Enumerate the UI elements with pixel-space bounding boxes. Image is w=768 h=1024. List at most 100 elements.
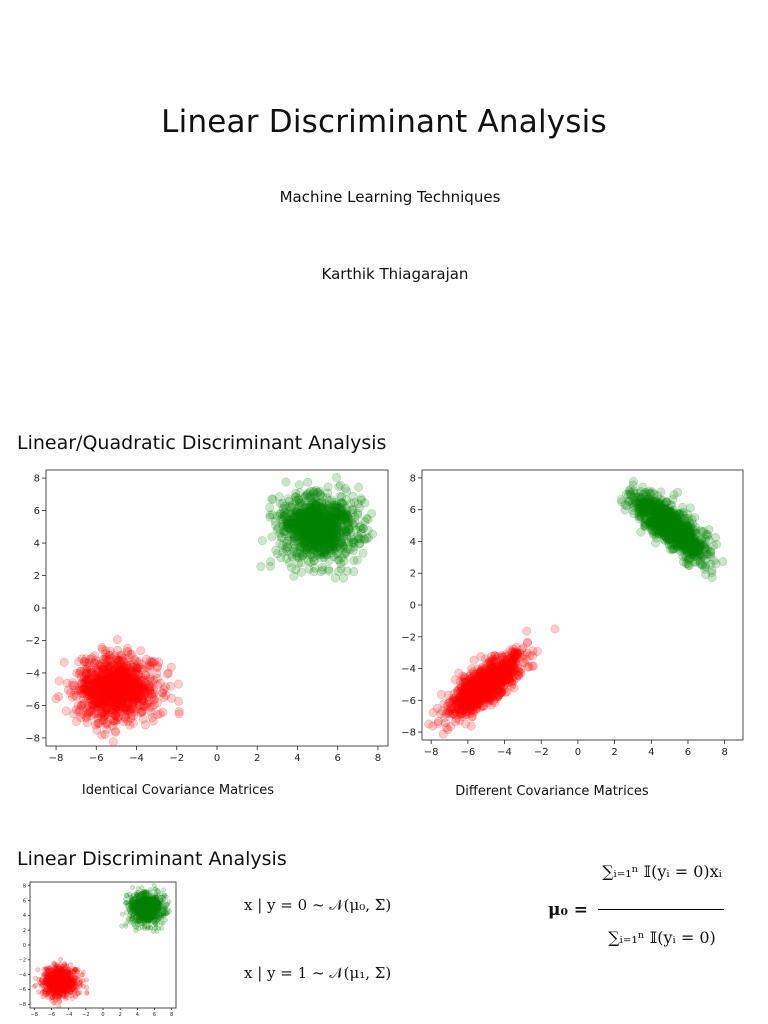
scatter-point — [310, 530, 320, 540]
scatter-point — [83, 687, 93, 697]
scatter-point — [125, 705, 135, 715]
scatter-point — [115, 680, 125, 690]
scatter-point — [96, 675, 106, 685]
scatter-point — [316, 509, 326, 519]
scatter-point — [117, 675, 127, 685]
scatter-point — [87, 690, 97, 700]
scatter-point — [82, 681, 92, 691]
scatter-point — [105, 692, 115, 702]
scatter-point — [341, 529, 351, 539]
scatter-point — [118, 675, 128, 685]
scatter-point — [93, 708, 103, 718]
scatter-point — [310, 529, 320, 538]
scatter-point — [293, 521, 303, 531]
scatter-point — [302, 538, 312, 548]
scatter-point — [307, 534, 317, 544]
scatter-point — [82, 658, 92, 668]
scatter-point — [274, 492, 284, 502]
scatter-point — [90, 699, 100, 709]
scatter-point — [305, 538, 315, 548]
scatter-point — [120, 681, 130, 691]
scatter-point — [315, 491, 325, 501]
scatter-point — [353, 508, 363, 518]
scatter-point — [355, 503, 364, 513]
scatter-point — [311, 522, 321, 532]
scatter-point — [145, 656, 155, 666]
scatter-point — [131, 662, 141, 672]
scatter-point — [124, 697, 134, 707]
x-tick-label: −2 — [534, 747, 549, 758]
scatter-point — [139, 676, 149, 686]
scatter-point — [321, 530, 331, 540]
scatter-point — [317, 527, 327, 537]
scatter-point — [91, 682, 101, 692]
scatter-point — [289, 540, 299, 550]
scatter-point — [355, 539, 365, 548]
scatter-point — [287, 500, 297, 510]
scatter-point — [122, 679, 132, 688]
scatter-point — [110, 691, 120, 701]
scatter-point — [318, 521, 328, 531]
scatter-point — [93, 673, 103, 683]
scatter-point — [94, 692, 104, 701]
slide-title: Linear Discriminant Analysis — [161, 104, 607, 140]
scatter-point — [315, 509, 325, 519]
scatter-point — [318, 528, 328, 538]
scatter-point — [139, 692, 149, 702]
scatter-point — [308, 510, 318, 520]
scatter-point — [275, 528, 285, 538]
scatter-point — [117, 673, 127, 683]
scatter-point — [80, 679, 90, 689]
y-tick-label: −2 — [401, 632, 416, 643]
scatter-point — [154, 657, 164, 667]
scatter-point — [335, 517, 345, 527]
y-tick-label: 4 — [23, 913, 26, 919]
scatter-point — [118, 684, 128, 694]
scatter-point — [322, 521, 332, 531]
scatter-point — [94, 697, 103, 707]
scatter-point — [280, 520, 290, 530]
scatter-point — [87, 692, 97, 702]
scatter-point — [105, 692, 115, 702]
scatter-point — [340, 537, 350, 547]
scatter-point — [173, 679, 183, 689]
scatter-point — [294, 522, 304, 532]
scatter-point — [101, 680, 111, 690]
scatter-point — [138, 681, 148, 691]
scatter-point — [336, 522, 346, 531]
scatter-point — [105, 690, 115, 699]
scatter-point — [617, 497, 627, 507]
scatter-point — [353, 534, 363, 544]
scatter-point — [297, 542, 307, 552]
scatter-point — [113, 678, 123, 688]
scatter-point — [120, 672, 130, 682]
scatter-point — [129, 706, 139, 716]
scatter-point — [312, 487, 322, 497]
scatter-point — [98, 644, 108, 654]
scatter-point — [337, 508, 347, 518]
scatter-point — [129, 673, 139, 683]
scatter-point — [321, 522, 331, 532]
scatter-point — [292, 507, 302, 517]
scatter-point — [266, 557, 276, 567]
scatter-point — [312, 528, 322, 538]
scatter-point — [99, 665, 108, 675]
scatter-point — [306, 502, 315, 512]
scatter-point — [341, 495, 351, 505]
scatter-point — [133, 678, 143, 688]
scatter-point — [91, 689, 101, 698]
scatter-point — [87, 667, 97, 677]
scatter-point — [325, 523, 335, 533]
scatter-point — [327, 505, 337, 515]
scatter-point — [116, 690, 126, 700]
scatter-point — [632, 492, 642, 502]
scatter-point — [325, 531, 335, 541]
scatter-point — [323, 502, 333, 511]
scatter-point — [133, 681, 143, 691]
scatter-point — [320, 534, 330, 544]
scatter-point — [84, 658, 94, 667]
scatter-point — [113, 694, 123, 704]
scatter-point — [108, 685, 118, 695]
scatter-point — [342, 531, 352, 541]
